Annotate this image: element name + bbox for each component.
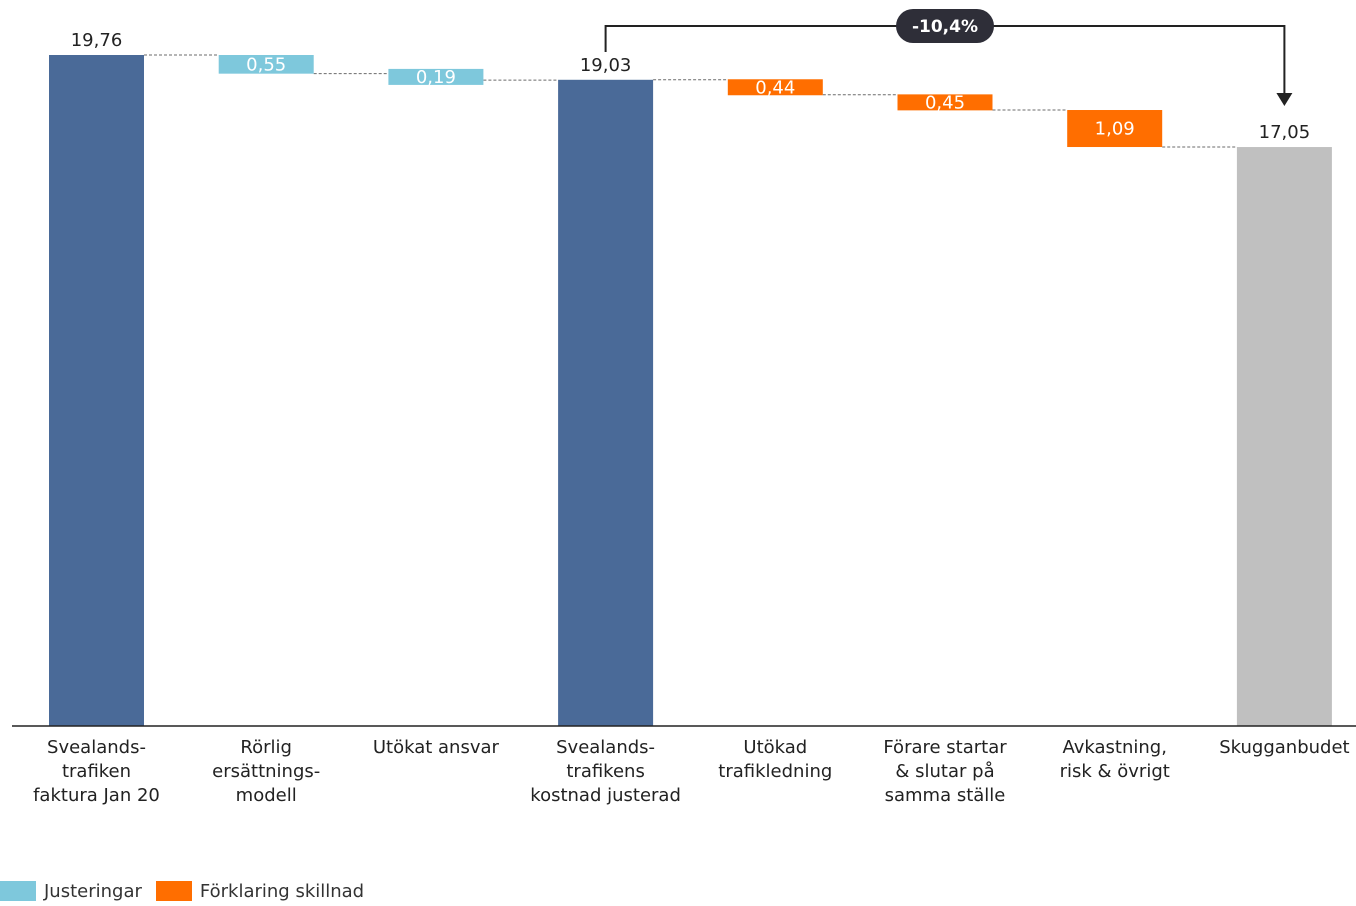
x-tick-label: Svealands-trafiken faktura Jan 20 (33, 737, 160, 806)
legend-swatch-forklaring-skillnad (155, 881, 192, 901)
data-label: 19,76 (71, 30, 123, 51)
x-tick-label: Utökad trafikledning (718, 737, 832, 782)
data-label: 0,44 (755, 77, 795, 98)
delta-bar (218, 55, 314, 74)
annotation-label: -10,4% (912, 17, 978, 37)
data-label: 0,45 (925, 92, 965, 113)
x-tick-label: Skugganbudet (1219, 737, 1349, 758)
delta-bar (897, 94, 993, 111)
legend-label-forklaring-skillnad: Förklaring skillnad (199, 880, 365, 902)
data-label: 17,05 (1259, 122, 1311, 143)
annotation-arrowhead (1276, 93, 1293, 106)
delta-bar (1067, 110, 1163, 148)
waterfall-chart: 19,76 0,55 0,19 19,03 0,44 0,45 1,09 17,05 Sveal… (12, 9, 1356, 806)
legend-label-justeringar: Justeringar (44, 880, 142, 902)
total-bar (1236, 147, 1332, 727)
delta-bar (388, 68, 484, 85)
total-bar (49, 55, 144, 726)
legend-item-justeringar: Justeringar (0, 881, 142, 902)
total-bar (558, 79, 654, 727)
x-tick-label: Svealands-trafikens kostnad justerad (530, 737, 681, 806)
data-label: 0,19 (416, 67, 456, 88)
delta-bar (727, 79, 823, 96)
x-tick-label: Avkastning, risk & övrigt (1060, 737, 1170, 782)
x-tick-label: Rörlig ersättnings-modell (212, 737, 320, 806)
x-tick-label: Utökat ansvar (373, 737, 500, 758)
legend-swatch-justeringar (0, 881, 36, 901)
annotation-pill (896, 9, 994, 43)
data-label: 19,03 (580, 55, 632, 76)
legend: Justeringar Förklaring skillnad (0, 876, 378, 906)
legend-item-forklaring-skillnad: Förklaring skillnad (155, 880, 365, 902)
data-label: 1,09 (1095, 119, 1135, 140)
x-tick-label: Förare startar & slutar på samma ställe (883, 737, 1007, 806)
data-label: 0,55 (246, 54, 286, 75)
